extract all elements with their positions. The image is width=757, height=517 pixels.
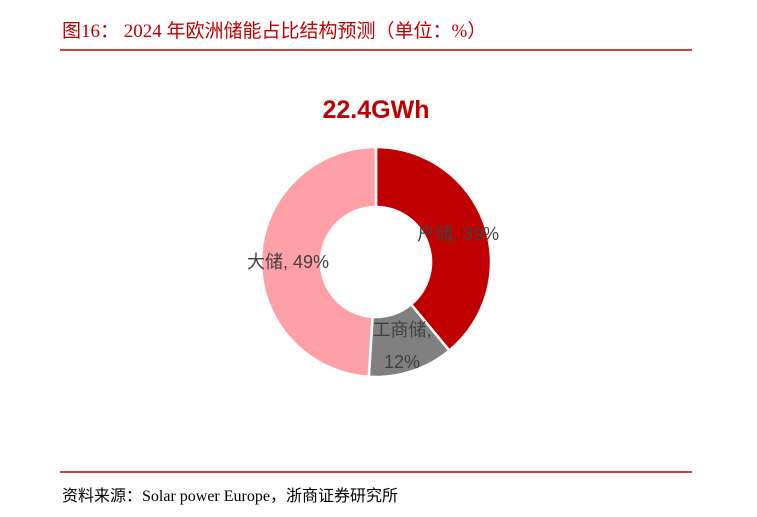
data-label: 工商储, 12% [372, 320, 432, 372]
data-label: 大储, 49% [246, 252, 330, 272]
chart-title: 图16： 2024 年欧洲储能占比结构预测（单位：%） [62, 21, 487, 42]
donut-slice [374, 145, 493, 353]
data-label: 户储, 39% [416, 224, 500, 244]
donut-slice [259, 145, 378, 379]
center-label: 22.4GWh [322, 96, 430, 124]
source-note: 资料来源：Solar power Europe，浙商证券研究所 [62, 488, 398, 505]
